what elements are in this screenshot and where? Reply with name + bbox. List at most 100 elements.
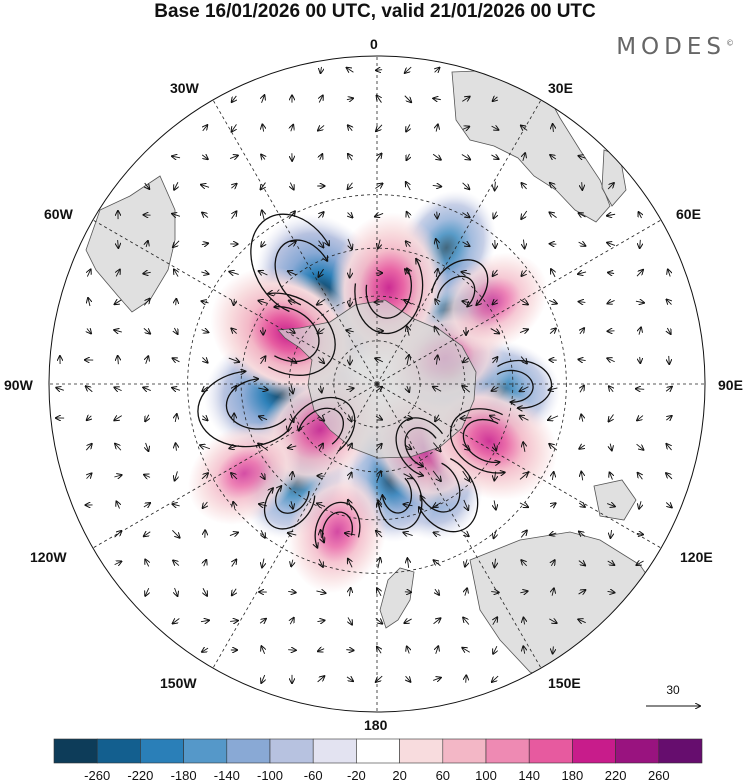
colorbar-swatch <box>615 738 660 764</box>
lon-label-60e: 60E <box>676 206 701 222</box>
wind-vector <box>143 328 150 333</box>
wind-vector <box>87 329 91 334</box>
wind-vector <box>549 619 556 623</box>
wind-vector <box>318 328 325 333</box>
wind-vector <box>378 500 380 510</box>
wind-vector <box>607 300 615 303</box>
wind-vector <box>118 356 119 365</box>
wind-vector <box>144 475 151 478</box>
wind-vector <box>435 588 439 595</box>
wind-vector <box>523 618 524 625</box>
anomaly-streamlines <box>197 213 553 557</box>
wind-vector <box>231 328 236 333</box>
wind-vector <box>291 559 293 567</box>
wind-vector <box>578 242 586 246</box>
wind-vector <box>173 240 180 247</box>
wind-vector <box>144 532 151 537</box>
reference-vector: 30 <box>646 683 700 706</box>
wind-vector <box>319 96 323 103</box>
wind-vector <box>291 125 293 132</box>
graticule <box>49 56 705 712</box>
wind-vector <box>636 389 645 390</box>
wind-vector <box>407 558 408 568</box>
wind-vector <box>639 212 642 219</box>
meridian-line <box>376 99 542 385</box>
wind-vector <box>463 499 468 510</box>
wind-vector <box>145 182 150 189</box>
wind-vector <box>203 125 208 132</box>
wind-vector <box>550 533 557 535</box>
wind-vector <box>610 472 613 480</box>
wind-vector <box>462 182 470 189</box>
wind-vector <box>114 387 122 390</box>
wind-vector <box>463 358 470 362</box>
wind-vector <box>521 269 526 276</box>
streamline <box>311 501 361 557</box>
colorbar-swatch <box>485 738 530 764</box>
wind-vector <box>290 413 293 422</box>
wind-vector <box>519 503 528 507</box>
wind-vector <box>436 646 439 654</box>
wind-vector <box>203 588 207 596</box>
wind-vector <box>580 328 584 335</box>
wind-vector <box>262 558 264 568</box>
colorbar-swatch <box>312 738 357 764</box>
wind-vector <box>638 473 643 480</box>
streamline <box>375 476 423 530</box>
wind-vector <box>345 533 356 535</box>
wind-vector <box>288 650 296 651</box>
wind-vector <box>637 416 644 421</box>
streamline <box>431 259 489 322</box>
lon-label-120e: 120E <box>680 549 713 565</box>
new-zealand <box>379 567 415 629</box>
wind-vector <box>176 443 177 451</box>
wind-vector <box>578 359 586 360</box>
wind-vector <box>259 619 266 623</box>
wind-vector <box>201 243 208 244</box>
wind-vector <box>261 472 264 479</box>
wind-vector <box>493 300 498 305</box>
wind-vector <box>404 95 411 102</box>
colorbar-swatch <box>140 738 184 764</box>
wind-vector <box>145 560 148 567</box>
wind-vector <box>261 155 265 160</box>
wind-vector <box>581 472 582 481</box>
wind-vector <box>143 387 151 390</box>
meridian-line <box>376 383 542 669</box>
wind-vector <box>636 561 644 565</box>
wind-vector <box>493 211 496 219</box>
wind-vector <box>146 241 148 248</box>
wind-vector <box>321 530 322 538</box>
wind-vector <box>465 588 467 596</box>
wind-vector <box>377 95 382 103</box>
wind-vector <box>318 212 323 219</box>
wind-vector <box>494 500 496 509</box>
wind-vector <box>494 529 497 538</box>
wind-vector <box>519 299 528 305</box>
wind-vector <box>375 358 384 362</box>
wind-vector <box>317 620 324 621</box>
streamline <box>449 408 527 480</box>
wind-vector <box>582 182 583 190</box>
wind-vector <box>346 388 353 389</box>
wind-vector <box>229 446 239 449</box>
wind-vector <box>491 126 499 130</box>
wind-vector <box>375 617 382 623</box>
wind-vector <box>377 471 381 481</box>
wind-vector <box>143 503 150 507</box>
wind-vector <box>376 124 383 131</box>
wind-vector <box>552 588 554 596</box>
tasmania <box>593 479 637 521</box>
wind-vector <box>639 327 641 335</box>
wind-vector <box>494 443 496 450</box>
wind-vector <box>491 592 499 593</box>
wind-vector <box>403 532 413 535</box>
wind-vector <box>404 504 413 505</box>
wind-vector <box>174 269 178 277</box>
wind-vector <box>376 531 383 538</box>
wind-vector <box>578 561 585 566</box>
wind-vector <box>317 503 326 506</box>
wind-vector <box>579 445 584 449</box>
wind-vector <box>461 272 471 274</box>
wind-vector <box>376 675 383 682</box>
